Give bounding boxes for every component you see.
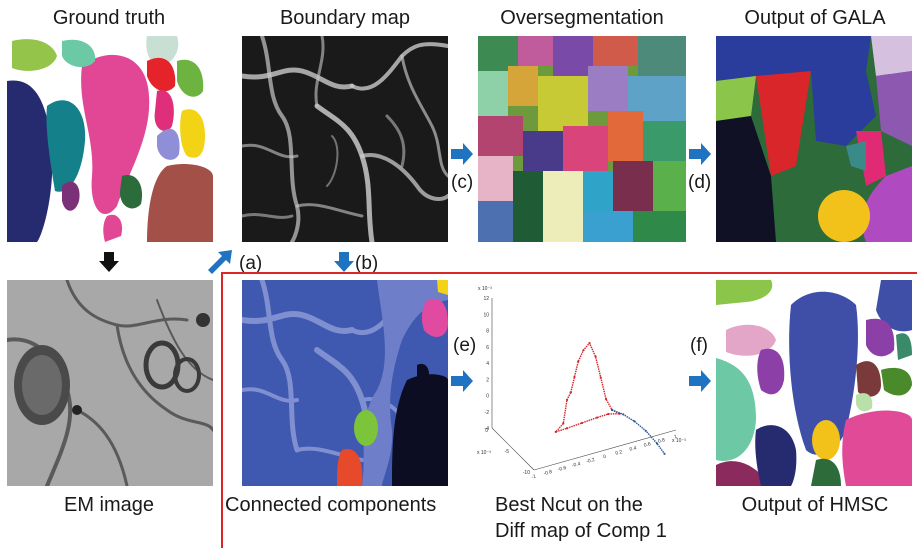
y-tick-label: 0 xyxy=(486,394,489,400)
series-point xyxy=(565,398,569,401)
arrow-c-icon xyxy=(451,143,473,165)
ncut-plot: x 10⁻³ 12 10 8 6 4 2 0 -2 -4 x 10⁻³ 0 -5 -10 -1 -0.8 -0.… xyxy=(476,280,688,486)
title-ground-truth: Ground truth xyxy=(52,7,166,29)
arrow-a-icon xyxy=(208,250,232,274)
arrow-e-icon xyxy=(451,370,473,392)
step-label-d: (d) xyxy=(688,172,712,193)
gala-output-image xyxy=(716,36,912,242)
y-tick-label: -2 xyxy=(485,410,490,416)
series-point xyxy=(588,342,591,345)
y-tick-label: 4 xyxy=(486,361,489,367)
series-point xyxy=(604,397,608,401)
x-tick-label: -0.8 xyxy=(543,469,553,477)
step-label-a: (a) xyxy=(239,253,263,274)
title-gala: Output of GALA xyxy=(744,7,886,29)
x-tick-label: 0.6 xyxy=(643,441,651,449)
series-point xyxy=(622,413,625,416)
x-tick-label: 0.4 xyxy=(629,445,637,453)
divider-vertical xyxy=(221,272,223,548)
x-tick-label: -0.2 xyxy=(586,457,596,465)
y-tick-label: 8 xyxy=(486,329,489,335)
x-tick-label: -1 xyxy=(531,474,537,481)
series-point xyxy=(595,416,599,419)
z-tick-label: -5 xyxy=(505,449,510,455)
x-tick-label: -0.6 xyxy=(557,465,567,473)
caption-em-image: EM image xyxy=(63,494,155,516)
z-axis-exponent: x 10⁻³ xyxy=(477,450,491,456)
series-point xyxy=(554,430,557,433)
arrow-d-icon xyxy=(689,143,711,165)
arrow-f-icon xyxy=(689,370,711,392)
series-point xyxy=(599,376,602,379)
z-tick-label: 0 xyxy=(485,428,488,434)
arrow-b-icon xyxy=(334,252,354,272)
divider-horizontal xyxy=(221,272,917,274)
y-tick-label: 12 xyxy=(483,296,489,302)
series-point xyxy=(573,375,576,378)
series-point xyxy=(644,429,647,432)
oversegmentation-image xyxy=(478,36,686,242)
z-tick-label: -10 xyxy=(523,470,530,476)
ground-truth-image xyxy=(7,36,213,242)
series-point xyxy=(607,412,610,416)
connected-components-image xyxy=(242,280,448,486)
black-down-arrow-icon xyxy=(99,252,119,272)
series-point xyxy=(582,349,585,352)
series-point xyxy=(569,391,572,394)
series-point xyxy=(565,427,569,430)
series-point xyxy=(633,420,636,423)
series-line-1 xyxy=(611,409,666,455)
title-boundary-map: Boundary map xyxy=(279,7,411,29)
x-axis-line xyxy=(533,429,677,471)
y-axis-exponent: x 10⁻³ xyxy=(478,286,492,292)
caption-ncut-line2: Diff map of Comp 1 xyxy=(495,520,667,542)
x-tick-label: -0.4 xyxy=(571,461,581,469)
series-point xyxy=(610,408,614,411)
caption-connected-components: Connected components xyxy=(225,494,437,516)
caption-hmsc: Output of HMSC xyxy=(741,494,889,516)
series-point xyxy=(562,422,565,425)
z-axis-line xyxy=(491,427,535,471)
hmsc-output-image xyxy=(716,280,912,486)
series-point xyxy=(655,442,659,445)
y-tick-label: 6 xyxy=(486,345,489,351)
y-tick-label: 10 xyxy=(483,312,489,318)
series-point xyxy=(594,355,597,358)
boundary-map-image xyxy=(242,36,448,242)
series-point xyxy=(580,421,584,425)
series-point xyxy=(663,452,666,455)
title-oversegmentation: Oversegmentation xyxy=(500,7,664,29)
series-point xyxy=(577,360,580,363)
step-label-c: (c) xyxy=(451,172,474,193)
step-label-b: (b) xyxy=(355,253,379,274)
step-label-f: (f) xyxy=(690,335,708,356)
em-image xyxy=(7,280,213,486)
x-tick-label: 1 xyxy=(674,434,678,441)
series-line-0 xyxy=(553,341,620,434)
caption-ncut-line1: Best Ncut on the xyxy=(495,494,643,516)
y-tick-label: -4 xyxy=(485,426,490,432)
x-tick-label: 0.2 xyxy=(615,449,623,457)
x-tick-label: 0 xyxy=(603,454,607,461)
x-tick-label: 0.8 xyxy=(657,437,665,445)
x-axis-exponent: x 10⁻³ xyxy=(672,438,686,444)
step-label-e: (e) xyxy=(453,335,477,356)
y-tick-label: 2 xyxy=(486,377,489,383)
